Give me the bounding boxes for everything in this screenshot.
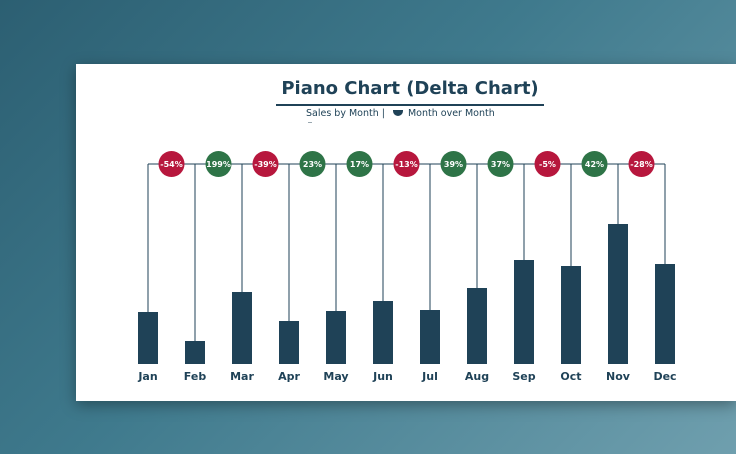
x-tick-label: Sep xyxy=(512,370,535,383)
x-tick-label: Oct xyxy=(560,370,581,383)
delta-label: -13% xyxy=(395,160,417,169)
subtitle-month-over-month: Month over Month xyxy=(407,107,495,119)
x-tick-label: Jul xyxy=(421,370,438,383)
delta-label: 39% xyxy=(444,160,463,169)
bar xyxy=(185,341,205,364)
chart-subtitle: Sales by Month | Month over Month xyxy=(306,106,495,120)
chart-card: Piano Chart (Delta Chart) Sales by Month… xyxy=(76,64,736,401)
delta-label: 17% xyxy=(350,160,369,169)
bar xyxy=(279,321,299,364)
delta-label: 37% xyxy=(491,160,510,169)
delta-label: 199% xyxy=(206,160,231,169)
delta-label: 42% xyxy=(585,160,604,169)
piano-chart: Jan Feb Mar Apr May Jun Jul Aug Sep Oct Nov Dec -54%… xyxy=(137,151,677,383)
delta-label: -5% xyxy=(539,160,556,169)
chart-title: Piano Chart (Delta Chart) xyxy=(281,78,539,99)
x-tick-label: Jan xyxy=(137,370,157,383)
delta-circle xyxy=(346,151,373,177)
x-tick-label: Aug xyxy=(465,370,489,383)
delta-circle xyxy=(487,151,514,177)
x-tick-label: Mar xyxy=(230,370,254,383)
subtitle-sales-by-month: Sales by Month | xyxy=(306,107,385,119)
legend-circle-icon xyxy=(392,110,403,116)
delta-circle xyxy=(299,151,326,177)
bar xyxy=(561,266,581,364)
bar xyxy=(326,311,346,364)
delta-circle xyxy=(252,151,279,177)
delta-circle xyxy=(158,151,185,177)
title-underline xyxy=(276,104,544,106)
x-tick-label: Feb xyxy=(184,370,207,383)
bar xyxy=(138,312,158,364)
x-tick-label: Nov xyxy=(606,370,631,383)
delta-label: -39% xyxy=(254,160,276,169)
bar xyxy=(373,301,393,364)
delta-circle xyxy=(628,151,655,177)
bar xyxy=(655,264,675,364)
bar xyxy=(467,288,487,364)
decorative-mark xyxy=(308,122,312,123)
delta-circle xyxy=(393,151,420,177)
delta-circle xyxy=(581,151,608,177)
bar xyxy=(420,310,440,364)
bar xyxy=(514,260,534,364)
delta-label: -28% xyxy=(630,160,652,169)
delta-circle xyxy=(205,151,232,177)
delta-label: 23% xyxy=(303,160,322,169)
delta-circle xyxy=(440,151,467,177)
delta-circle xyxy=(534,151,561,177)
delta-label: -54% xyxy=(160,160,182,169)
x-tick-label: May xyxy=(323,370,348,383)
x-tick-label: Apr xyxy=(278,370,300,383)
x-tick-label: Jun xyxy=(372,370,393,383)
x-tick-label: Dec xyxy=(653,370,676,383)
bar xyxy=(232,292,252,364)
bar xyxy=(608,224,628,364)
